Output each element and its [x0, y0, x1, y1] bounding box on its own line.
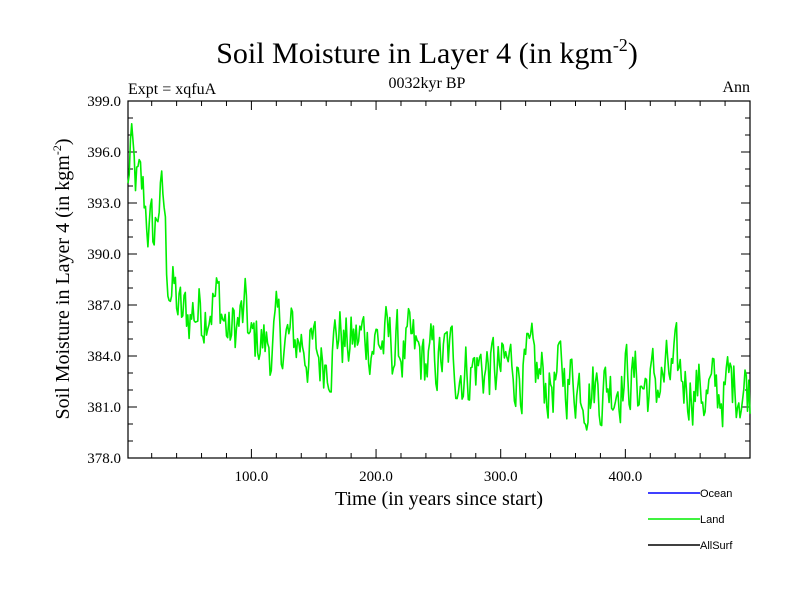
chart-title: Soil Moisture in Layer 4 (in kgm-2)	[216, 35, 638, 70]
y-tick-label: 384.0	[87, 349, 121, 365]
legend-label-land: Land	[700, 514, 724, 526]
y-axis-label: Soil Moisture in Layer 4 (in kgm-2)	[50, 138, 74, 419]
y-axis-label-text: Soil Moisture in Layer 4 (in kgm	[52, 155, 74, 420]
plot-frame	[127, 100, 751, 459]
x-tick-label: 200.0	[359, 469, 393, 485]
x-axis-ticks: 100.0 200.0 300.0 400.0	[151, 101, 751, 485]
series-line-land	[127, 123, 751, 431]
legend-label-ocean: Ocean	[700, 488, 732, 500]
legend-label-allsurf: AllSurf	[700, 540, 733, 552]
y-axis-label-close: )	[52, 138, 74, 145]
expt-label: Expt = xqfuA	[128, 81, 217, 98]
x-tick-label: 400.0	[608, 469, 642, 485]
x-tick-label: 100.0	[235, 469, 269, 485]
chart-title-exponent: -2	[613, 35, 628, 55]
y-tick-label: 399.0	[87, 94, 121, 110]
y-tick-label: 378.0	[87, 451, 121, 467]
chart-title-close: )	[628, 37, 638, 70]
x-axis-label: Time (in years since start)	[335, 488, 543, 510]
y-tick-label: 381.0	[87, 400, 121, 416]
chart-subtitle: 0032kyr BP	[389, 75, 466, 92]
y-tick-label: 393.0	[87, 196, 121, 212]
y-tick-label: 387.0	[87, 298, 121, 314]
chart-title-text: Soil Moisture in Layer 4 (in kgm	[216, 37, 613, 70]
y-axis-label-exponent: -2	[50, 145, 64, 155]
y-axis-ticks: 378.0 381.0 384.0 387.0 390.0 393.0 396.0 399.0	[87, 94, 750, 467]
x-tick-label: 300.0	[484, 469, 518, 485]
season-label: Ann	[722, 79, 750, 96]
y-tick-label: 396.0	[87, 145, 121, 161]
y-tick-label: 390.0	[87, 247, 121, 263]
legend: Ocean Land AllSurf	[648, 488, 733, 552]
